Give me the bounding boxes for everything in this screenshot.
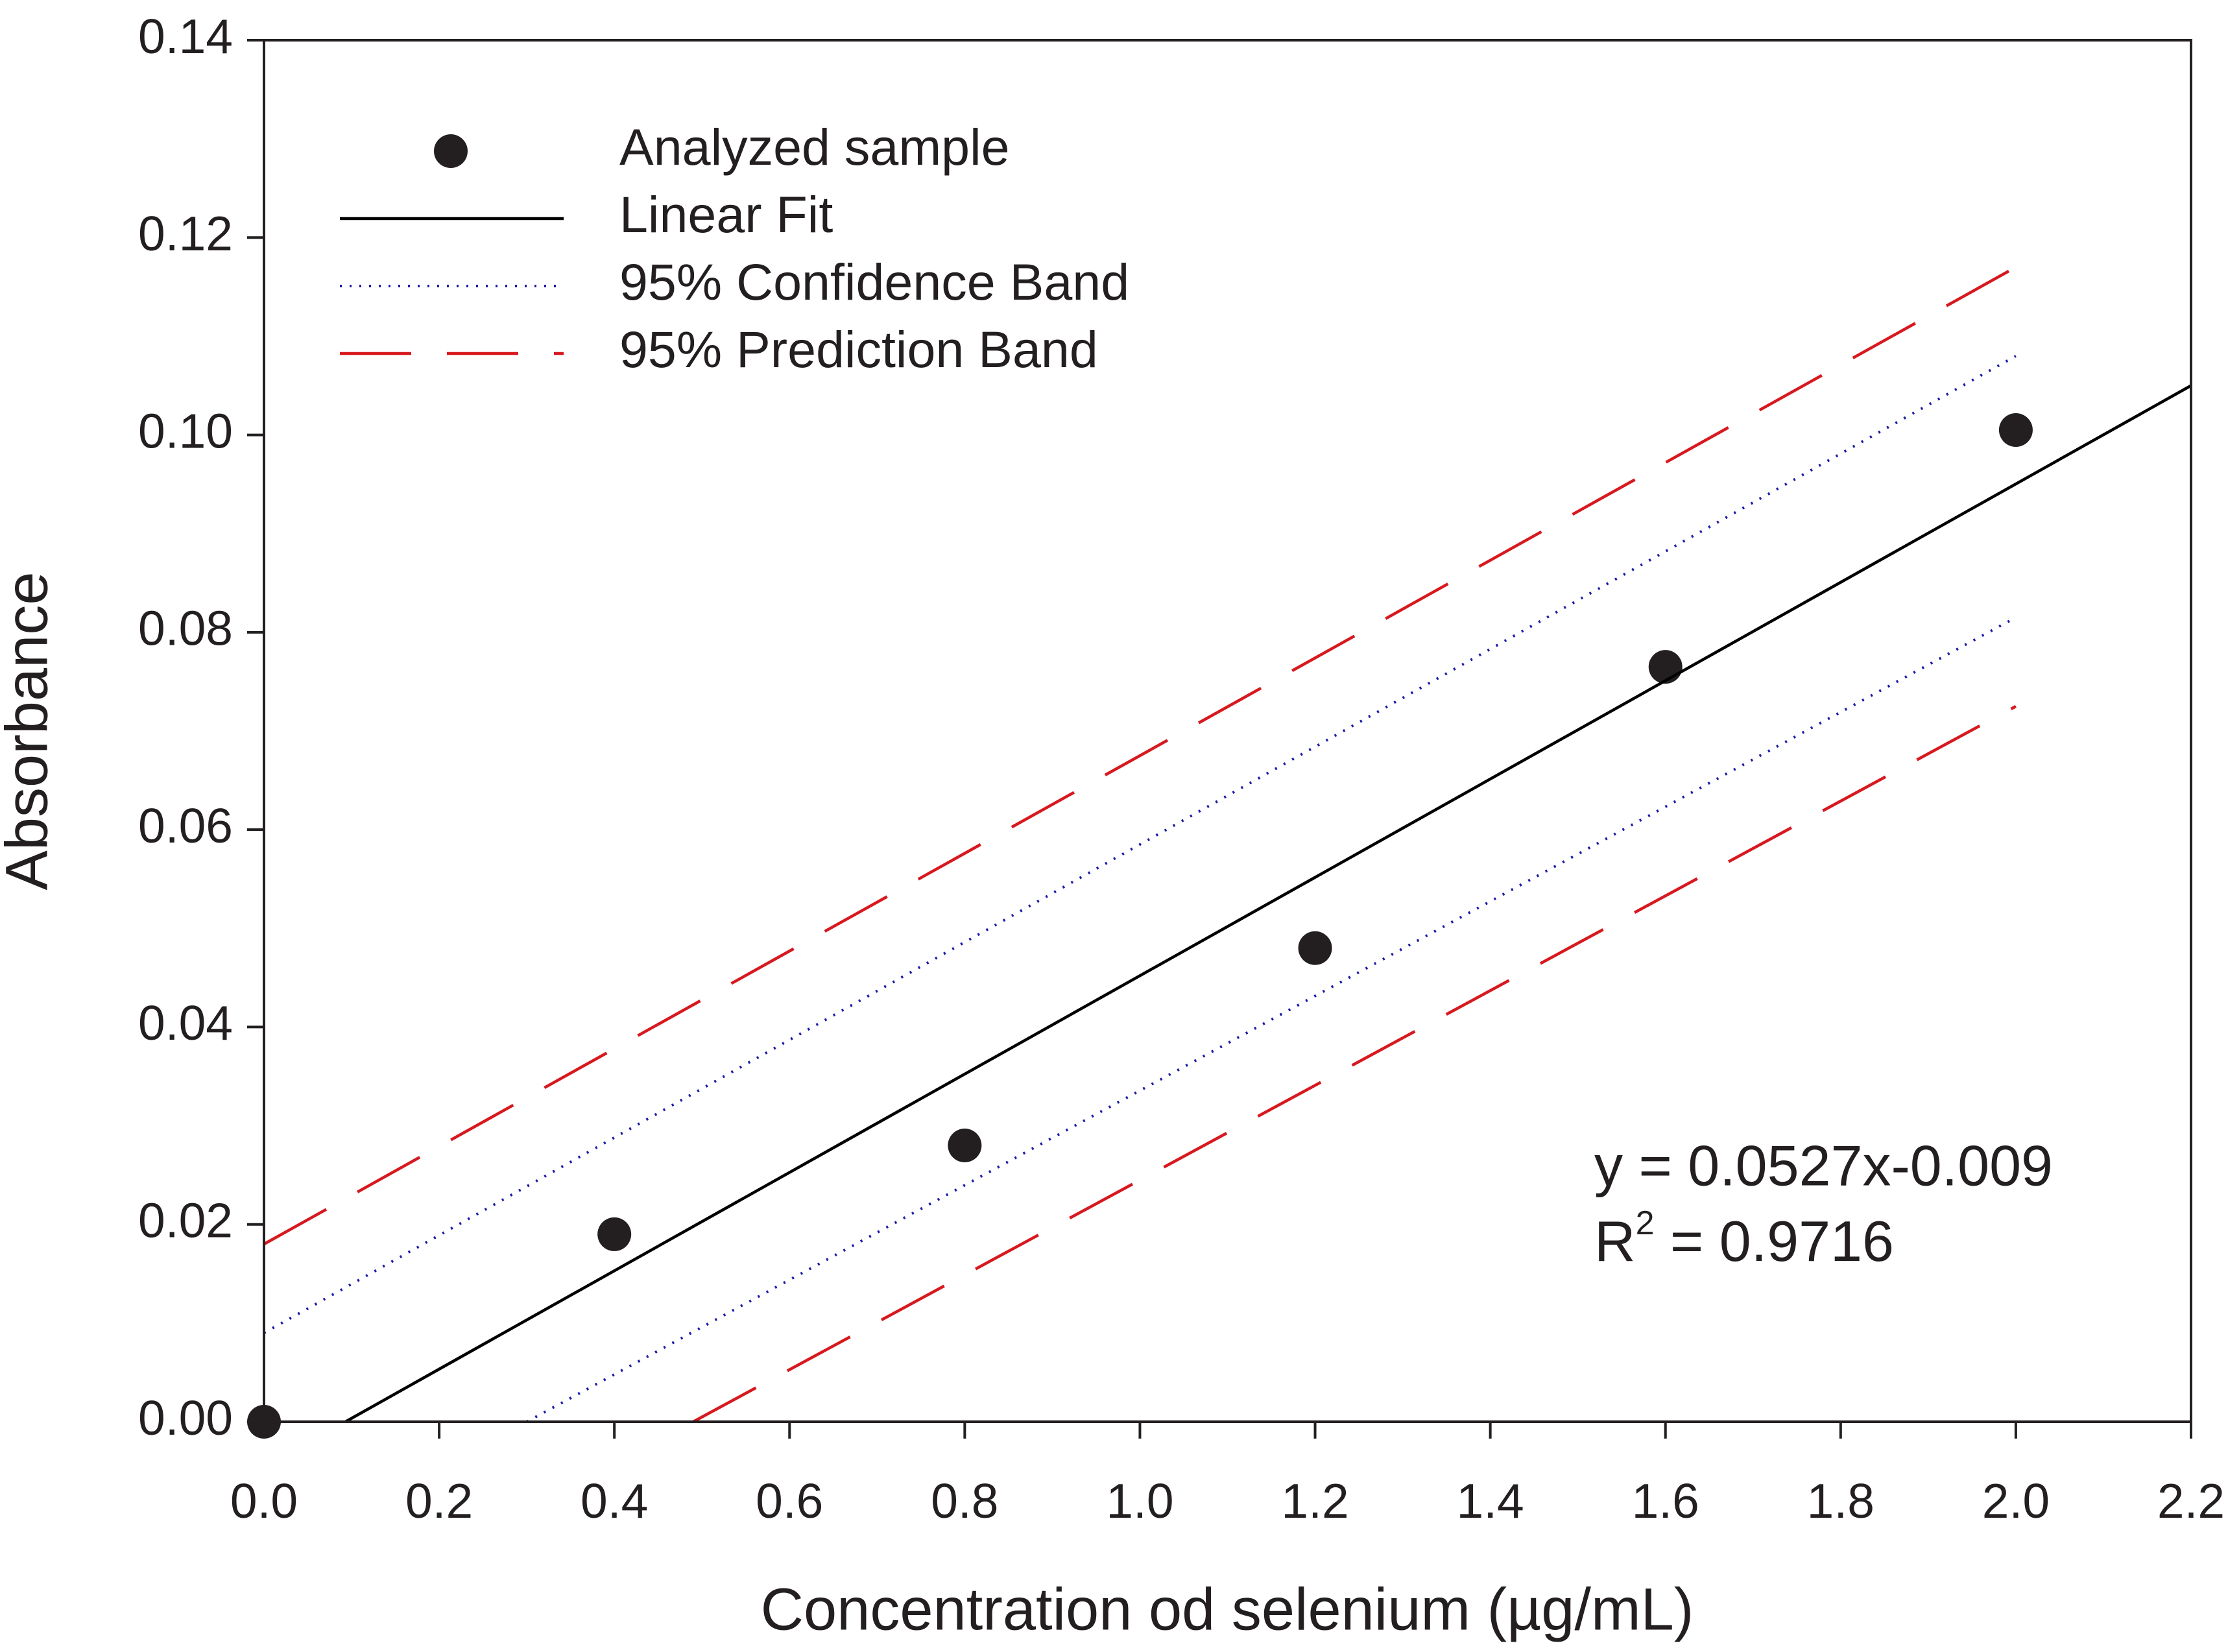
x-tick-label: 2.2 (2157, 1474, 2225, 1528)
y-tick-label: 0.04 (138, 996, 233, 1050)
x-axis-title: Concentration od selenium (µg/mL) (761, 1576, 1694, 1642)
plot-frame (263, 39, 2192, 1423)
series-line (263, 265, 2017, 1246)
y-tick-label: 0.10 (138, 403, 233, 458)
data-point (597, 1217, 632, 1251)
y-tick-label: 0.00 (138, 1391, 233, 1445)
r-value: = 0.9716 (1654, 1209, 1893, 1273)
data-point (948, 1129, 982, 1162)
legend-label: Linear Fit (619, 186, 833, 243)
x-tick-label: 0.8 (931, 1474, 998, 1528)
data-point (1998, 413, 2033, 447)
y-tick-label: 0.02 (138, 1193, 233, 1248)
y-axis-title: Absorbance (0, 572, 60, 891)
x-tick-label: 1.0 (1106, 1474, 1173, 1528)
legend-label: 95% Prediction Band (619, 320, 1098, 378)
legend-label: 95% Confidence Band (619, 253, 1129, 311)
equation: y = 0.0527x-0.009 (1594, 1133, 2053, 1197)
y-tick-label: 0.08 (138, 601, 233, 656)
x-tick-label: 1.4 (1457, 1474, 1524, 1528)
x-tick-label: 0.2 (405, 1474, 473, 1528)
series-line (526, 616, 2017, 1423)
series-line (344, 384, 2192, 1423)
x-tick-label: 0.6 (756, 1474, 823, 1528)
x-tick-label: 1.6 (1632, 1474, 1699, 1528)
x-tick-label: 0.4 (581, 1474, 648, 1528)
x-tick-label: 2.0 (1982, 1474, 2050, 1528)
r-squared: R2 = 0.9716 (1594, 1204, 1894, 1274)
legend-label: Analyzed sample (619, 118, 1010, 176)
y-tick-label: 0.06 (138, 798, 233, 853)
series-line (692, 704, 2017, 1423)
y-tick-label: 0.14 (138, 9, 233, 64)
superscript: 2 (1636, 1204, 1655, 1242)
series-line (263, 355, 2017, 1334)
legend-marker (434, 134, 468, 168)
x-tick-label: 0.0 (230, 1474, 298, 1528)
x-tick-label: 1.2 (1281, 1474, 1348, 1528)
data-point (1648, 650, 1683, 684)
x-tick-label: 1.8 (1807, 1474, 1875, 1528)
r-symbol: R (1594, 1209, 1636, 1273)
y-tick-label: 0.12 (138, 206, 233, 261)
data-point (1298, 931, 1332, 965)
